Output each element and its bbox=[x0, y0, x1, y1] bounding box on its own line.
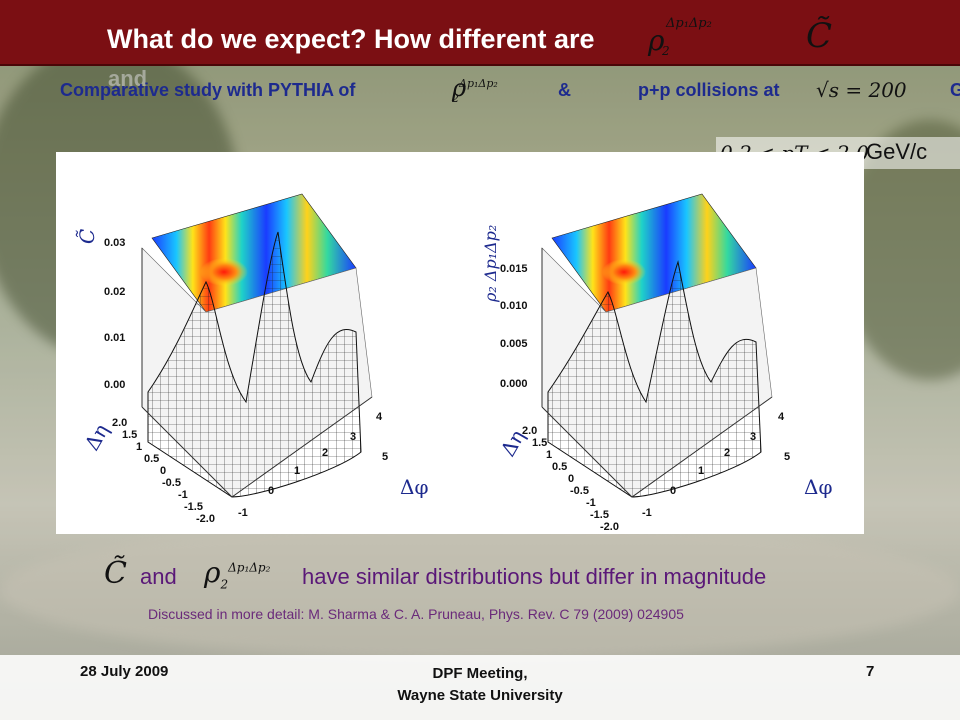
plot-right-z-tick: 0.005 bbox=[500, 338, 528, 350]
plot-left-phi-tick: 3 bbox=[350, 431, 356, 443]
subtitle-ampersand: & bbox=[558, 80, 571, 100]
plot-right-z-label: ρ₂ Δp₁Δp₂ bbox=[481, 225, 500, 303]
plot-left-eta-tick: 1.5 bbox=[122, 429, 137, 441]
subtitle: Comparative study with PYTHIA of ρ 2Δp₁Δp… bbox=[60, 74, 960, 105]
plot-right-eta-tick: 2.0 bbox=[522, 425, 537, 437]
plot-left-z-tick: 0.00 bbox=[104, 379, 125, 391]
footer: 28 July 2009 DPF Meeting, Wayne State Un… bbox=[0, 655, 960, 720]
slide-title-continuation: and bbox=[108, 66, 148, 91]
subtitle-trailing: G bbox=[950, 80, 960, 100]
plot-left-z-label: C̃ bbox=[75, 229, 99, 244]
plot-left-eta-tick: 0 bbox=[160, 465, 166, 477]
plot-right-phi-tick: 5 bbox=[784, 451, 790, 463]
plot-left-z-tick: 0.02 bbox=[104, 286, 125, 298]
plot-left-z-tick: 0.01 bbox=[104, 332, 125, 344]
footer-meeting-line2: Wayne State University bbox=[397, 687, 563, 704]
plot-left-phi-label: Δφ bbox=[400, 475, 428, 499]
title-rho-symbol: ρ 2 Δp₁Δp₂ bbox=[648, 16, 712, 58]
citation: Discussed in more detail: M. Sharma & C.… bbox=[148, 606, 684, 622]
conclusion-rest: have similar distributions but differ in… bbox=[302, 564, 767, 589]
footer-meeting-line1: DPF Meeting, bbox=[432, 665, 528, 682]
slide-title: What do we expect? How different are bbox=[107, 24, 595, 54]
plot-right-hotspot bbox=[602, 259, 646, 285]
conclusion-text: C̃ and ρ2Δp₁Δp₂ have similar distributio… bbox=[104, 556, 904, 596]
plot-right-eta-tick: 0.5 bbox=[552, 461, 567, 473]
conclusion-c-tilde-symbol: C̃ bbox=[104, 556, 127, 591]
plot-left-eta-tick: -2.0 bbox=[196, 513, 215, 525]
title-bar: What do we expect? How different are ρ 2… bbox=[0, 0, 960, 66]
plot-left-phi-tick: 2 bbox=[322, 447, 328, 459]
plot-left-surface-mesh bbox=[147, 231, 362, 498]
plot-left-phi-tick: -1 bbox=[238, 507, 248, 519]
plot-right-z-tick: 0.010 bbox=[500, 300, 528, 312]
plot-right-surface-mesh bbox=[547, 260, 762, 498]
background-water bbox=[0, 520, 960, 660]
plot-left: C̃ 0.03 0.02 0.01 0.00 2.0 1.5 1 0.5 0 -… bbox=[75, 193, 428, 525]
plot-right-phi-tick: 1 bbox=[698, 465, 704, 477]
plot-right-eta-tick: -1 bbox=[586, 497, 596, 509]
page-number: 7 bbox=[866, 663, 875, 680]
plot-panel: C̃ 0.03 0.02 0.01 0.00 2.0 1.5 1 0.5 0 -… bbox=[56, 152, 864, 534]
plot-left-eta-label: Δη bbox=[80, 420, 114, 455]
footer-date: 28 July 2009 bbox=[80, 663, 169, 680]
plot-right-z-tick: 0.015 bbox=[500, 263, 528, 275]
plot-left-hotspot bbox=[200, 258, 248, 286]
plot-right-phi-tick: 3 bbox=[750, 431, 756, 443]
conclusion-rho-symbol: ρ2Δp₁Δp₂ bbox=[204, 556, 271, 592]
plot-right-eta-tick: 1 bbox=[546, 449, 552, 461]
plot-left-eta-tick: 1 bbox=[136, 441, 142, 453]
plot-left-z-tick: 0.03 bbox=[104, 237, 125, 249]
plot-right-phi-tick: -1 bbox=[642, 507, 652, 519]
plot-right: ρ₂ Δp₁Δp₂ 0.015 0.010 0.005 0.000 2.0 1.… bbox=[481, 193, 832, 533]
plot-right-phi-tick: 4 bbox=[778, 411, 785, 423]
plot-left-eta-tick: -0.5 bbox=[162, 477, 181, 489]
subtitle-rho-symbol: ρ 2Δp₁Δp₂ bbox=[452, 74, 498, 105]
plot-left-eta-tick: -1.5 bbox=[184, 501, 203, 513]
footer-meeting: DPF Meeting, Wayne State University bbox=[372, 663, 588, 707]
conclusion-and: and bbox=[140, 564, 177, 589]
plot-left-eta-tick: 0.5 bbox=[144, 453, 159, 465]
plot-right-eta-tick: -1.5 bbox=[590, 509, 609, 521]
plot-right-eta-tick: 0 bbox=[568, 473, 574, 485]
subtitle-prefix: Comparative study with PYTHIA of bbox=[60, 80, 356, 100]
plot-right-phi-tick: 0 bbox=[670, 485, 676, 497]
plot-right-eta-tick: -2.0 bbox=[600, 521, 619, 533]
plot-left-phi-tick: 0 bbox=[268, 485, 274, 497]
plot-right-phi-label: Δφ bbox=[804, 475, 832, 499]
plot-right-eta-tick: -0.5 bbox=[570, 485, 589, 497]
plot-left-eta-tick: -1 bbox=[178, 489, 188, 501]
plot-right-z-tick: 0.000 bbox=[500, 378, 528, 390]
plot-left-eta-tick: 2.0 bbox=[112, 417, 127, 429]
subtitle-collisions: p+p collisions at bbox=[638, 80, 780, 100]
title-c-tilde-symbol: C̃ bbox=[806, 16, 833, 56]
subtitle-sqrt-s: √s = 200 bbox=[816, 78, 907, 102]
plot-left-phi-tick: 5 bbox=[382, 451, 388, 463]
plot-left-phi-tick: 1 bbox=[294, 465, 300, 477]
plot-right-phi-tick: 2 bbox=[724, 447, 730, 459]
correlation-plots-svg: C̃ 0.03 0.02 0.01 0.00 2.0 1.5 1 0.5 0 -… bbox=[75, 193, 832, 533]
plot-right-eta-tick: 1.5 bbox=[532, 437, 547, 449]
plot-left-phi-tick: 4 bbox=[376, 411, 383, 423]
